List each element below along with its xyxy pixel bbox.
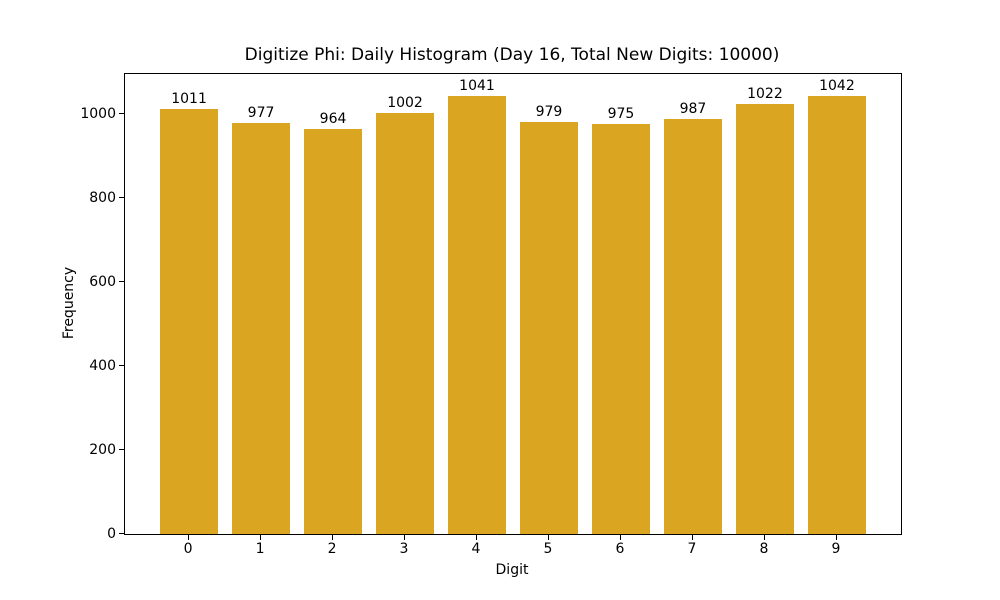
- bar: [592, 124, 650, 534]
- bar-value-label: 979: [535, 104, 563, 121]
- x-tick-mark: [476, 535, 477, 540]
- x-tick-label: 1: [255, 541, 265, 557]
- x-tick-mark: [260, 535, 262, 540]
- bar: [160, 108, 218, 534]
- bar: [376, 112, 434, 534]
- bar: [448, 96, 506, 534]
- x-tick-mark: [332, 535, 334, 540]
- bar-value-label: 964: [319, 110, 347, 127]
- y-tick-label: 400: [89, 357, 116, 374]
- bar-value-label: 1041: [459, 78, 495, 95]
- x-tick-mark: [763, 535, 765, 540]
- bar-value-label: 975: [607, 106, 635, 123]
- y-tick-mark: [119, 364, 124, 366]
- bar: [808, 95, 866, 534]
- chart-title: Digitize Phi: Daily Histogram (Day 16, T…: [244, 45, 780, 65]
- x-axis-label: Digit: [495, 562, 529, 578]
- x-tick-mark: [691, 535, 693, 540]
- x-tick-mark: [547, 535, 549, 540]
- x-tick-label: 4: [471, 541, 481, 557]
- y-tick-mark: [119, 112, 124, 114]
- bar: [520, 122, 578, 534]
- y-tick-mark: [119, 448, 124, 450]
- y-tick-mark: [119, 196, 124, 198]
- x-tick-mark: [188, 535, 190, 540]
- x-tick-label: 9: [831, 541, 841, 557]
- bar: [232, 123, 290, 534]
- x-tick-label: 2: [327, 541, 337, 557]
- bar: [664, 119, 722, 534]
- y-tick-mark: [119, 533, 124, 534]
- y-tick-label: 600: [89, 273, 116, 290]
- bar-value-label: 977: [247, 105, 275, 122]
- y-tick-label: 0: [107, 526, 116, 542]
- x-tick-mark: [619, 535, 621, 540]
- x-tick-label: 0: [183, 541, 193, 557]
- bar-value-label: 1022: [747, 86, 783, 103]
- x-tick-mark: [835, 535, 837, 540]
- bar-value-label: 1042: [819, 77, 855, 94]
- bar-value-label: 1002: [387, 94, 423, 111]
- x-tick-label: 3: [399, 541, 409, 557]
- y-tick-label: 1000: [80, 105, 116, 122]
- bar: [736, 104, 794, 534]
- bar-value-label: 987: [679, 100, 707, 117]
- y-tick-mark: [119, 280, 124, 282]
- y-tick-label: 800: [89, 189, 116, 206]
- bar: [304, 128, 362, 534]
- x-tick-label: 5: [543, 541, 553, 557]
- plot-area: 1011 977 964 1002 1041 979 975 987 1022 1042: [124, 73, 902, 535]
- x-tick-label: 7: [687, 541, 697, 557]
- x-tick-label: 8: [759, 541, 769, 557]
- x-tick-label: 6: [615, 541, 625, 557]
- x-tick-mark: [404, 535, 406, 540]
- y-tick-label: 200: [89, 441, 116, 458]
- bar-value-label: 1011: [171, 90, 207, 107]
